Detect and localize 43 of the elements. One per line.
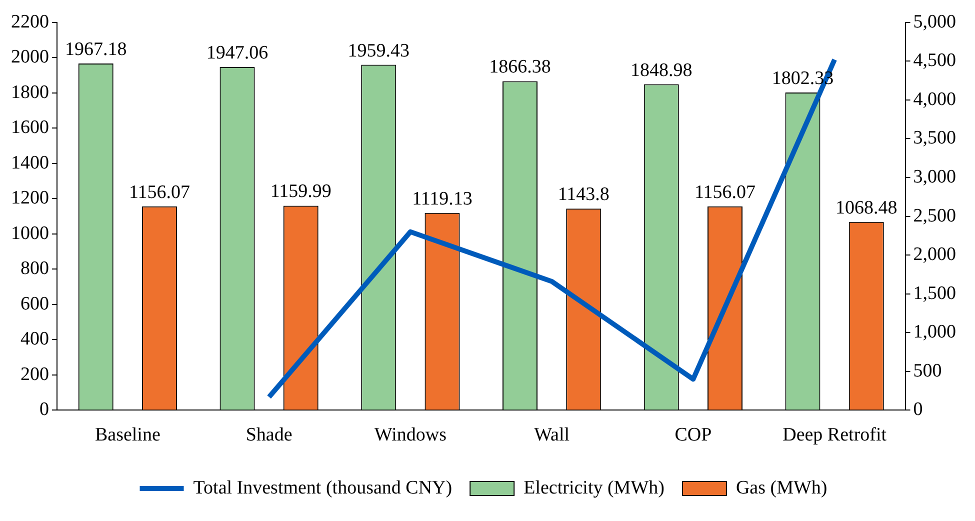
y2-tick-label: 4,000 [913, 88, 956, 110]
x-tick-label: Shade [246, 424, 292, 446]
y2-tick-label: 1,000 [913, 322, 956, 343]
data-label: 1068.48 [835, 197, 898, 218]
x-tick-label: Wall [534, 424, 570, 446]
y-tick-label: 800 [20, 258, 49, 280]
data-label: 1848.98 [630, 60, 692, 81]
data-label: 1156.07 [694, 182, 756, 203]
y2-tick-label: 3,500 [913, 128, 956, 149]
data-label: 1119.13 [412, 188, 472, 210]
data-label: 1947.06 [206, 42, 268, 64]
y-tick-label: 1400 [11, 152, 49, 174]
x-tick-label: COP [674, 424, 712, 446]
x-tick-label: Baseline [94, 424, 160, 446]
y2-tick-label: 2,500 [913, 205, 956, 226]
y-tick-label: 2000 [11, 46, 49, 68]
legend-label: Electricity (MWh) [524, 477, 664, 498]
y2-tick-label: 5,000 [913, 11, 956, 32]
y2-tick-label: 1,500 [913, 282, 956, 304]
y2-tick-label: 4,500 [913, 50, 956, 72]
y-tick-label: 2200 [11, 11, 49, 32]
x-tick-label: Windows [374, 424, 446, 446]
y-tick-label: 1800 [11, 82, 49, 103]
data-label: 1959.43 [348, 40, 410, 62]
y2-tick-label: 0 [913, 399, 923, 420]
y-tick-label: 0 [40, 399, 49, 420]
data-label: 1866.38 [489, 56, 551, 78]
data-label: 1156.07 [128, 182, 190, 203]
y2-tick-label: 3,000 [913, 166, 956, 188]
y2-tick-label: 500 [913, 360, 942, 382]
y-tick-label: 200 [20, 364, 49, 385]
y-tick-label: 600 [20, 293, 49, 314]
y-tick-label: 1600 [11, 117, 49, 138]
x-tick-label: Deep Retrofit [782, 424, 888, 446]
data-label: 1143.8 [558, 184, 610, 206]
y-tick-label: 1000 [11, 222, 49, 244]
data-label: 1159.99 [270, 181, 332, 202]
y2-tick-label: 2,000 [913, 244, 956, 266]
legend-label: Total Investment (thousand CNY) [193, 477, 452, 498]
legend-label: Gas (MWh) [736, 477, 828, 498]
y-tick-label: 1200 [11, 188, 49, 209]
data-label: 1967.18 [65, 38, 127, 60]
y-tick-label: 400 [20, 328, 49, 350]
